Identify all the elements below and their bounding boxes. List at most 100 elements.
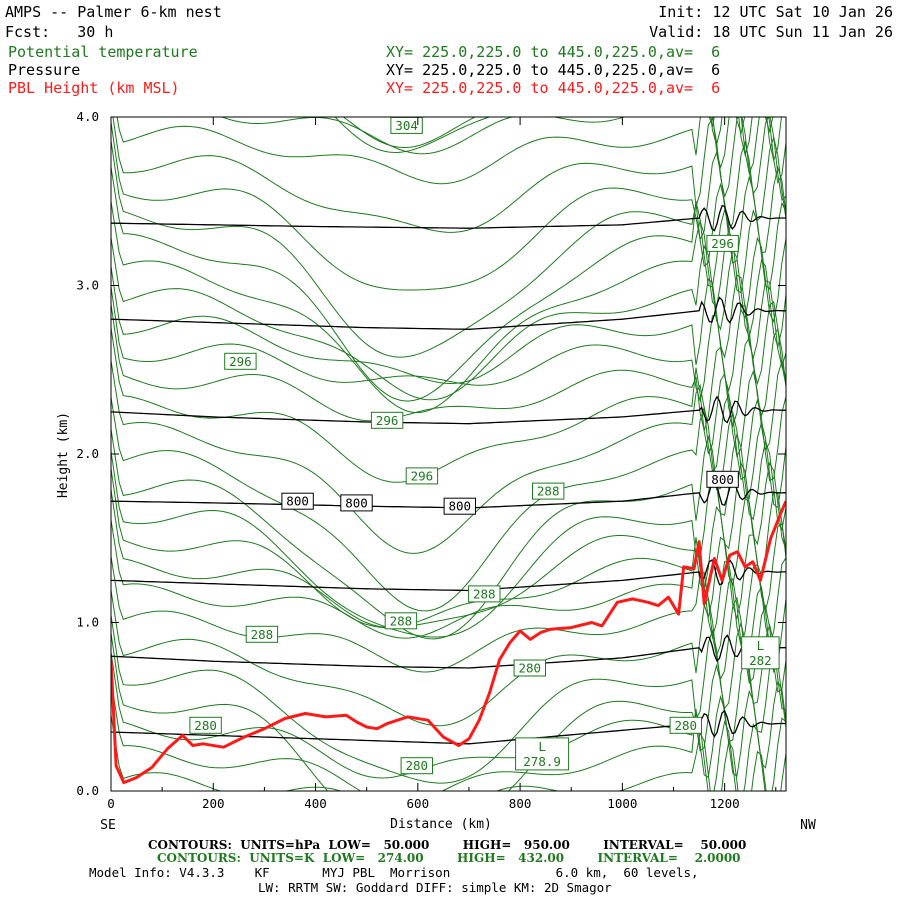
footer-theta-contours: CONTOURS: UNITS=K LOW= 274.00 HIGH= 432.… — [157, 851, 741, 865]
theta-contour-line — [111, 652, 786, 779]
pbl-height-series — [111, 500, 786, 785]
theta-contour-line — [111, 201, 786, 414]
svg-text:280: 280 — [675, 718, 698, 733]
y-tick-label: 0.0 — [76, 783, 99, 798]
x-right-end-label: NW — [800, 818, 816, 833]
y-tick-label: 1.0 — [76, 615, 99, 630]
theta-label: 280 — [189, 716, 222, 734]
svg-text:296: 296 — [376, 413, 399, 428]
pressure-contour-700 — [111, 296, 786, 330]
pressure-label: 800 — [340, 494, 373, 512]
field-pbl-xy: XY= 225.0,225.0 to 445.0,225.0,av= 6 — [386, 79, 721, 97]
pressure-contour-900 — [111, 634, 786, 669]
theta-contour-line — [111, 304, 786, 433]
theta-contour-line — [111, 519, 786, 648]
x-tick-label: 400 — [304, 796, 327, 811]
theta-contour-line — [334, 117, 491, 154]
svg-text:280: 280 — [519, 661, 542, 676]
svg-text:296: 296 — [411, 468, 434, 483]
pressure-contour-labels: 800 800 800 800 — [281, 470, 739, 515]
theta-contour-line — [111, 632, 786, 791]
pressure-label: 800 — [706, 470, 739, 488]
x-tick-label: 800 — [509, 796, 532, 811]
svg-text:296: 296 — [711, 236, 734, 251]
valid-time: Valid: 18 UTC Sun 11 Jan 26 — [649, 23, 893, 41]
svg-text:296: 296 — [229, 354, 252, 369]
svg-text:800: 800 — [345, 495, 368, 510]
theta-contour-labels: 304 296 296 296 296 288 288 288 288 280 280 280 280 L… — [189, 116, 780, 775]
svg-text:304: 304 — [395, 118, 418, 133]
theta-contour-line — [111, 715, 786, 791]
x-left-end-label: SE — [100, 818, 116, 833]
svg-text:288: 288 — [537, 484, 560, 499]
svg-text:280: 280 — [194, 718, 217, 733]
theta-label: 304 — [390, 116, 423, 134]
theta-contour-line — [111, 556, 786, 674]
svg-text:282: 282 — [749, 653, 772, 668]
pressure-contour-750 — [111, 395, 786, 425]
y-tick-label: 4.0 — [76, 109, 99, 124]
theta-contour-line — [111, 327, 786, 483]
x-axis-title: Distance (km) — [390, 817, 492, 832]
x-tick-label: 600 — [407, 796, 430, 811]
theta-contour-line — [111, 468, 786, 629]
theta-label: 280 — [513, 659, 546, 677]
footer-physics-info: LW: RRTM SW: Goddard DIFF: simple KM: 2D… — [258, 880, 612, 895]
x-tick-label: 1000 — [607, 796, 637, 811]
forecast-hour: Fcst: 30 h — [5, 23, 114, 41]
theta-label: 288 — [468, 585, 501, 603]
svg-text:278.9: 278.9 — [523, 754, 561, 769]
theta-contour-line — [111, 489, 786, 628]
theta-label: 280 — [669, 716, 702, 734]
svg-text:800: 800 — [711, 472, 734, 487]
svg-text:288: 288 — [473, 586, 496, 601]
theta-contour-line — [111, 140, 786, 358]
theta-label: 296 — [370, 411, 404, 429]
pressure-contours — [111, 204, 786, 745]
y-axis-title: Height (km) — [56, 412, 71, 498]
field-theta-xy: XY= 225.0,225.0 to 445.0,225.0,av= 6 — [386, 43, 721, 61]
x-tick-label: 1200 — [710, 796, 740, 811]
svg-text:288: 288 — [390, 613, 413, 628]
theta-label: 280 — [400, 757, 434, 775]
svg-text:L: L — [538, 739, 546, 754]
theta-contour-background — [111, 117, 786, 791]
x-tick-label: 0 — [107, 796, 115, 811]
theta-contour-line — [111, 166, 786, 402]
footer-pressure-contours: CONTOURS: UNITS=hPa LOW= 50.000 HIGH= 95… — [148, 838, 747, 852]
theta-label: 296 — [706, 234, 739, 252]
x-tick-label: 200 — [202, 796, 225, 811]
pressure-label: 800 — [443, 497, 477, 515]
y-tick-label: 3.0 — [76, 278, 99, 293]
pbl-height-line — [111, 500, 786, 785]
field-pressure-name: Pressure — [8, 61, 81, 79]
theta-contour-line — [342, 117, 774, 149]
theta-contour-line — [111, 615, 786, 784]
theta-contour-line — [111, 590, 786, 727]
pressure-contour-600 — [111, 204, 786, 232]
theta-label: 296 — [224, 352, 257, 370]
theta-contour-line — [111, 679, 786, 791]
theta-contour-line — [111, 122, 786, 291]
theta-contour-line — [111, 266, 786, 385]
theta-contour-line — [111, 360, 786, 554]
theta-contour-line — [112, 117, 786, 233]
svg-text:800: 800 — [449, 499, 472, 514]
theta-contour-line — [111, 428, 786, 640]
svg-text:L: L — [757, 638, 765, 653]
init-time: Init: 12 UTC Sat 10 Jan 26 — [658, 3, 893, 21]
axes: 0 200 400 600 800 1000 1200 0.0 1.0 2.0 3.0 4.0 — [76, 109, 786, 811]
theta-label: 288 — [384, 612, 418, 630]
theta-label: 288 — [245, 625, 279, 643]
svg-text:288: 288 — [251, 627, 274, 642]
theta-contour-line — [116, 117, 786, 185]
theta-contour-line — [111, 397, 786, 612]
pressure-label: 800 — [281, 492, 314, 510]
pressure-contour-950 — [111, 709, 786, 745]
chart-title: AMPS -- Palmer 6-km nest — [5, 3, 222, 21]
theta-contour-line — [111, 237, 786, 401]
plot-frame — [110, 116, 787, 792]
theta-label: 288 — [532, 482, 565, 500]
